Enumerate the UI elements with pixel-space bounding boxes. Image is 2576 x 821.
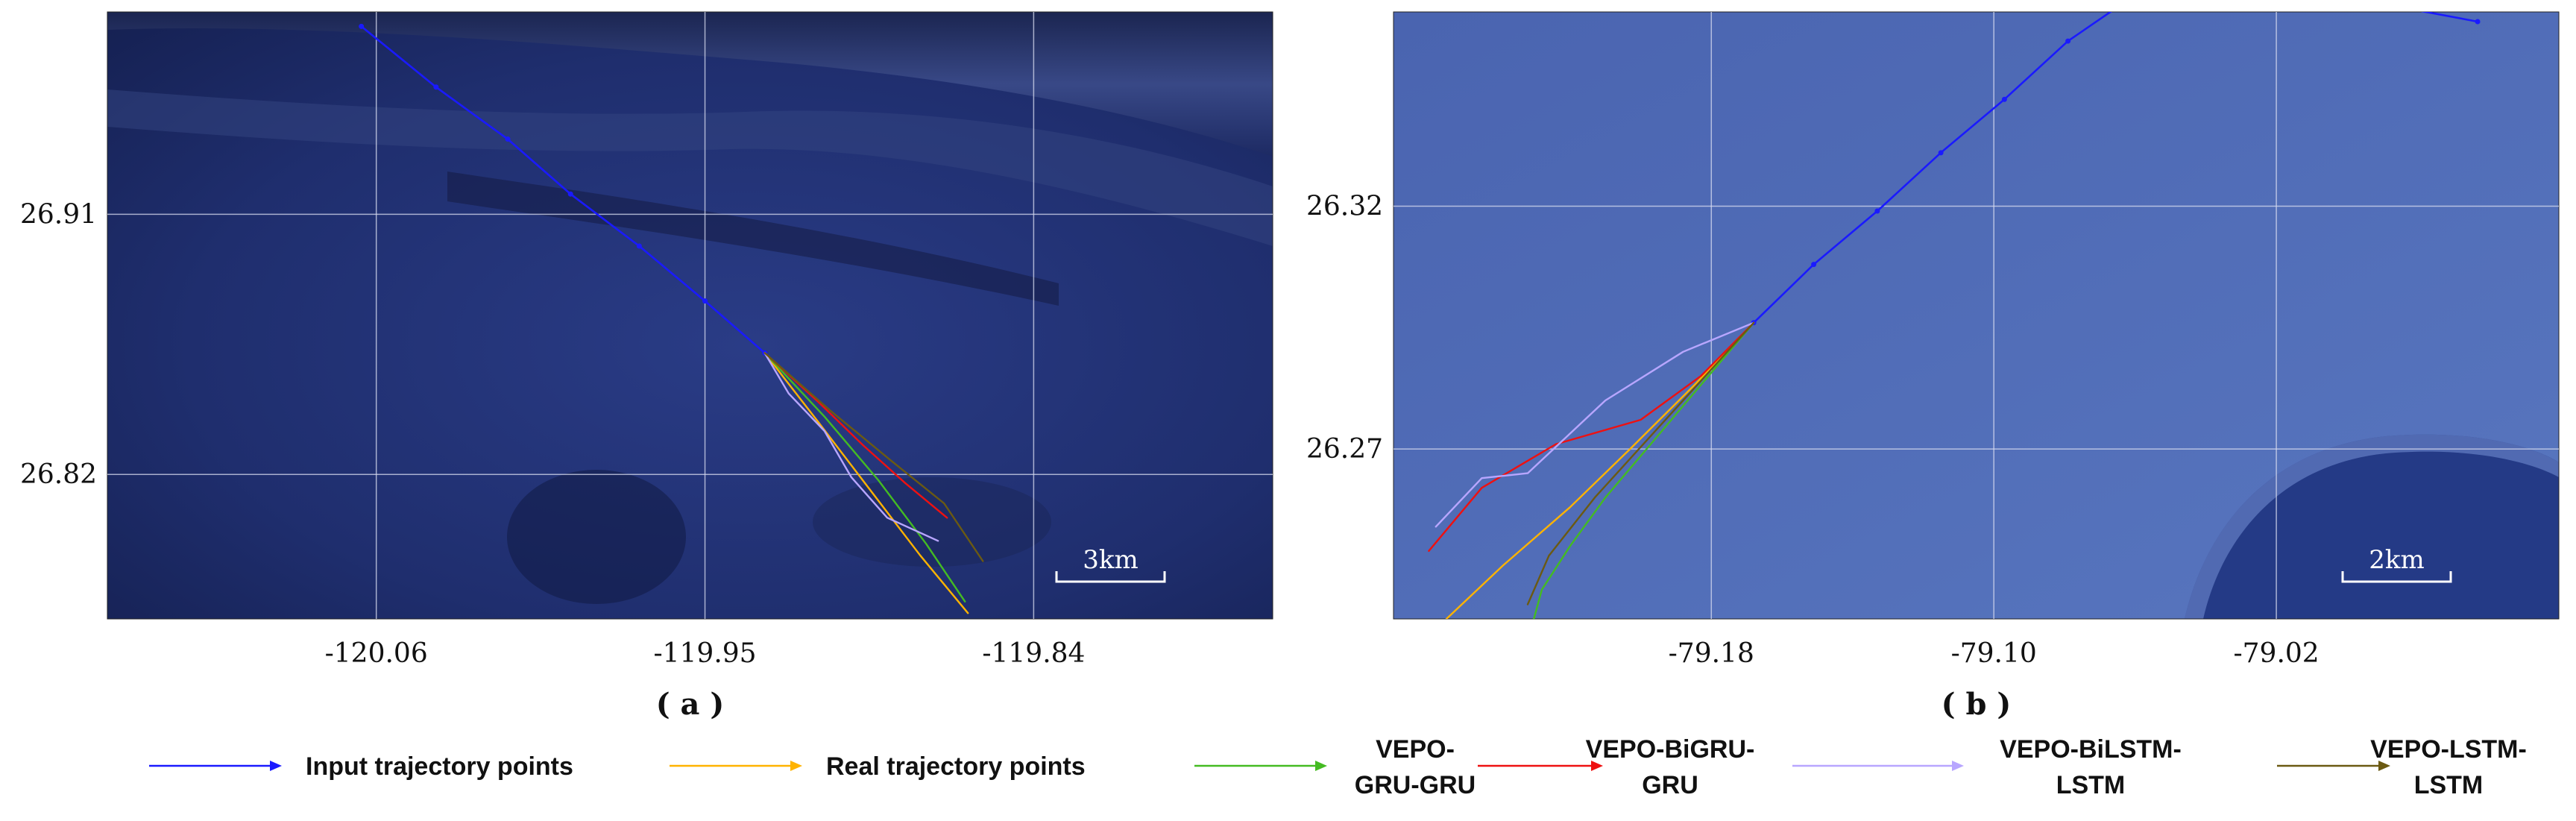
x-tick-label-a-1: -119.95 bbox=[653, 638, 756, 669]
series-bilstm_lstm-a bbox=[763, 352, 939, 542]
legend-label-real-0: Real trajectory points bbox=[826, 752, 1086, 781]
legend-label-gru_gru-0: VEPO- bbox=[1376, 735, 1455, 764]
axis-ticks: -120.06 -119.95 -119.84 26.91 26.82 -79.18 -79… bbox=[20, 191, 2320, 669]
series-lstm_lstm-b bbox=[1526, 321, 1755, 605]
x-tick-label-b-2: -79.02 bbox=[2233, 638, 2319, 669]
point-input-b-1 bbox=[1811, 262, 1817, 268]
y-tick-label-a-1: 26.82 bbox=[20, 459, 97, 490]
legend-item-bigru_gru: VEPO-BiGRU- GRU bbox=[1478, 735, 1754, 799]
legend-arrow-icon-real bbox=[790, 761, 802, 771]
point-input-b-4 bbox=[2001, 96, 2007, 102]
series-gru_gru-a bbox=[763, 352, 966, 603]
series-bigru_gru-b bbox=[1428, 321, 1755, 552]
seafloor-ridge-a-2 bbox=[107, 89, 1273, 246]
seafloor-ridge-a bbox=[107, 12, 1273, 157]
legend-label-input-0: Input trajectory points bbox=[306, 752, 573, 781]
legend-item-real: Real trajectory points bbox=[670, 752, 1086, 781]
overlay-labels: 3km ( a ) 2km ( b ) bbox=[656, 545, 2452, 722]
series-lstm_lstm-a bbox=[763, 352, 984, 562]
scale-bar-b: 2km bbox=[2341, 545, 2452, 583]
series-real-a bbox=[763, 352, 969, 614]
series-bilstm_lstm-b bbox=[1435, 321, 1755, 528]
point-input-a-0 bbox=[359, 23, 365, 29]
scale-bar-a: 3km bbox=[1055, 545, 1166, 583]
y-tick-label-b-0: 26.32 bbox=[1306, 191, 1383, 221]
series-bigru_gru-a bbox=[763, 352, 948, 519]
point-input-b-3 bbox=[1938, 150, 1944, 156]
seafloor-basin-a bbox=[507, 470, 686, 604]
legend-label-bigru_gru-1: GRU bbox=[1642, 771, 1698, 799]
x-tick-label-b-0: -79.18 bbox=[1669, 638, 1754, 669]
map-panel-a bbox=[107, 11, 1273, 620]
plot-layer-b bbox=[1394, 4, 2559, 619]
point-input-a-5 bbox=[702, 298, 708, 304]
point-input-a-3 bbox=[567, 191, 573, 197]
legend-arrow-icon-input bbox=[270, 761, 282, 771]
seamount-b-shadow bbox=[2185, 434, 2559, 619]
legend-item-gru_gru: VEPO- GRU-GRU bbox=[1194, 735, 1476, 799]
point-input-b-6 bbox=[2114, 4, 2120, 10]
series-real-b bbox=[1445, 321, 1755, 619]
series-gru_gru-b bbox=[1532, 321, 1755, 619]
legend-label-lstm_lstm-1: LSTM bbox=[2414, 771, 2484, 799]
seafloor-ridge-a-3 bbox=[447, 172, 1059, 306]
panel-label-b: ( b ) bbox=[1942, 687, 2012, 722]
legend-label-bilstm_lstm-0: VEPO-BiLSTM- bbox=[2000, 735, 2182, 764]
legend-item-bilstm_lstm: VEPO-BiLSTM- LSTM bbox=[1792, 735, 2182, 799]
point-input-b-5 bbox=[2065, 38, 2071, 44]
legend-label-gru_gru-1: GRU-GRU bbox=[1355, 771, 1476, 799]
legend-arrow-icon-gru_gru bbox=[1315, 761, 1327, 771]
scale-bar-label-a: 3km bbox=[1083, 545, 1138, 575]
point-input-b-9 bbox=[2397, 4, 2402, 10]
point-input-b-10 bbox=[2475, 19, 2481, 25]
legend-item-input: Input trajectory points bbox=[149, 752, 573, 781]
legend-label-lstm_lstm-0: VEPO-LSTM- bbox=[2370, 735, 2527, 764]
map-panel-b bbox=[1393, 11, 2560, 620]
legend-arrow-icon-bilstm_lstm bbox=[1952, 761, 1964, 771]
legend-item-lstm_lstm: VEPO-LSTM- LSTM bbox=[2277, 735, 2527, 799]
x-tick-label-a-2: -119.84 bbox=[982, 638, 1085, 669]
legend-arrow-icon-bigru_gru bbox=[1591, 761, 1603, 771]
y-tick-label-b-1: 26.27 bbox=[1306, 434, 1383, 465]
legend: Input trajectory points Real trajectory p… bbox=[149, 735, 2527, 799]
x-tick-label-a-0: -120.06 bbox=[325, 638, 428, 669]
point-input-a-2 bbox=[505, 136, 511, 142]
panel-label-a: ( a ) bbox=[656, 687, 725, 722]
y-tick-label-a-0: 26.91 bbox=[20, 199, 97, 230]
legend-arrow-icon-lstm_lstm bbox=[2378, 761, 2390, 771]
point-input-a-4 bbox=[636, 243, 642, 249]
legend-label-bilstm_lstm-1: LSTM bbox=[2056, 771, 2126, 799]
point-input-a-1 bbox=[433, 84, 439, 90]
legend-label-bigru_gru-0: VEPO-BiGRU- bbox=[1586, 735, 1755, 764]
x-tick-label-b-1: -79.10 bbox=[1951, 638, 2037, 669]
point-input-b-2 bbox=[1874, 208, 1880, 214]
scale-bar-label-b: 2km bbox=[2369, 545, 2424, 575]
plot-layer-a bbox=[107, 12, 1273, 619]
